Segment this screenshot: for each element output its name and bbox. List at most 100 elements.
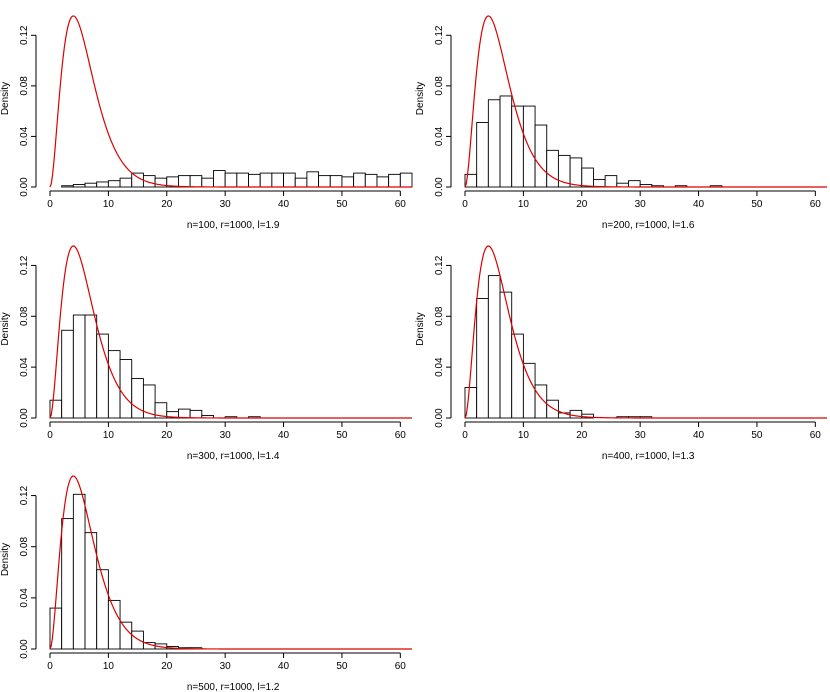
y-tick-label: 0.00 [434,408,445,428]
histogram-bar [546,399,559,419]
x-tick-label: 20 [161,430,173,441]
histogram-bar [628,180,641,188]
histogram-bar [107,180,121,188]
axes: 0 10 20 30 40 50 60 0.00 0.04 0.08 0.12 [434,25,821,210]
x-tick-label: 0 [47,430,53,441]
histogram-bar [522,362,536,419]
density-curve [49,15,412,188]
axes: 0 10 20 30 40 50 60 0.00 0.04 0.08 0.12 [19,485,406,672]
x-axis-label: n=100, r=1000, l=1.9 [187,220,280,231]
x-tick-label: 20 [576,199,588,210]
y-axis-label: Density [415,312,426,345]
y-axis-label: Density [0,312,11,345]
histogram-bar [499,291,513,419]
x-tick-label: 50 [336,430,348,441]
y-tick-label: 0.00 [434,177,445,197]
x-tick-label: 20 [576,430,588,441]
histogram-bar [119,359,133,419]
panel-4: 0 10 20 30 40 50 60 0.00 0.04 0.08 0.12 n=400, r=1… [415,245,827,462]
y-axis-label: Density [0,82,11,115]
y-tick-label: 0.08 [19,76,30,96]
x-tick-label: 60 [395,661,407,672]
histogram-bar [107,350,121,419]
histogram-bar [248,173,261,188]
x-tick-label: 40 [693,430,705,441]
x-tick-label: 30 [635,430,647,441]
histogram-bar [61,329,74,419]
histogram-bar [376,176,390,188]
x-tick-label: 40 [693,199,705,210]
y-tick-label: 0.00 [19,177,30,197]
x-tick-label: 10 [103,430,115,441]
x-tick-label: 10 [518,199,530,210]
panel-2: 0 10 20 30 40 50 60 0.00 0.04 0.08 0.12 n=200, r=1… [415,15,827,231]
axes: 0 10 20 30 40 50 60 0.00 0.04 0.08 0.12 [19,25,406,210]
histogram-bar [399,172,413,188]
x-tick-label: 10 [103,661,115,672]
y-tick-label: 0.12 [19,485,30,505]
panel-1: 0 10 20 30 40 50 60 0.00 0.04 0.08 0.12 n=100, r=1… [0,15,413,231]
histogram-bar [271,172,284,188]
histogram-bar [341,176,355,188]
x-tick-label: 30 [220,199,232,210]
histogram-bar [329,175,343,188]
histogram-bar [131,378,144,419]
x-tick-label: 30 [635,199,647,210]
x-tick-label: 20 [161,661,173,672]
x-tick-label: 40 [278,430,290,441]
y-tick-label: 0.04 [19,126,30,146]
y-tick-label: 0.08 [19,306,30,326]
histogram-bar [499,95,513,188]
histogram-bar [61,185,74,188]
x-tick-label: 50 [336,661,348,672]
histogram-bar [318,175,331,188]
histogram-bar [546,149,559,188]
histogram-bar [154,402,168,419]
histogram-bar [581,167,594,188]
x-tick-label: 40 [278,199,290,210]
histogram-bar [487,99,501,188]
histogram-bar [259,172,273,188]
y-tick-label: 0.04 [19,588,30,608]
x-tick-label: 10 [518,430,530,441]
histogram-bars [61,170,413,188]
histogram-bar [72,493,86,650]
histogram-bar [534,124,548,188]
histogram-bar [96,569,109,650]
panel-3: 0 10 20 30 40 50 60 0.00 0.04 0.08 0.12 n=300, r=1… [0,245,412,462]
panel-5: 0 10 20 30 40 50 60 0.00 0.04 0.08 0.12 n=500, r=1… [0,475,412,692]
y-tick-label: 0.12 [434,25,445,45]
histogram-bar [84,314,98,419]
histogram-bar [178,175,191,188]
y-tick-label: 0.04 [19,357,30,377]
histogram-bar [224,172,238,188]
histogram-bar [119,177,133,188]
axes: 0 10 20 30 40 50 60 0.00 0.04 0.08 0.12 [434,255,821,441]
histogram-bar [201,177,214,188]
x-tick-label: 0 [47,661,53,672]
histogram-bar [306,171,320,188]
histogram-bar [178,408,191,419]
histogram-bar [283,172,296,188]
density-curve [49,245,412,419]
histogram-bars [49,314,261,419]
histogram-bar [61,518,74,650]
x-tick-label: 50 [751,430,763,441]
y-tick-label: 0.00 [19,408,30,428]
x-axis-label: n=300, r=1000, l=1.4 [187,451,280,462]
histogram-bars [49,493,203,650]
y-axis-label: Density [0,543,11,576]
histogram-bars [464,95,723,188]
histogram-bar [487,275,501,419]
density-curve [464,245,827,419]
x-tick-label: 50 [336,199,348,210]
x-tick-label: 60 [395,430,407,441]
histogram-bar [364,173,378,188]
histogram-bar [131,630,144,650]
y-tick-label: 0.12 [434,255,445,275]
x-tick-label: 0 [462,199,468,210]
x-axis-label: n=500, r=1000, l=1.2 [187,682,280,692]
x-tick-label: 20 [161,199,173,210]
x-tick-label: 50 [751,199,763,210]
